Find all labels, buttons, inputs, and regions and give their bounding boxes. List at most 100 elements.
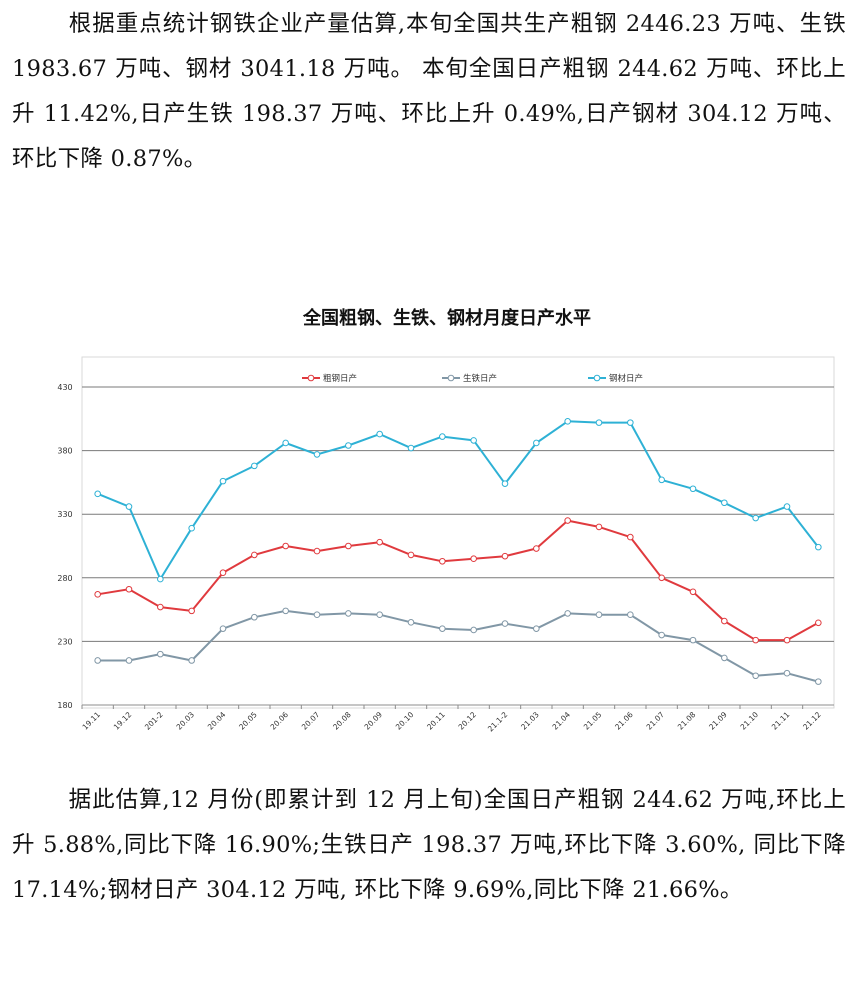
data-point xyxy=(188,657,195,664)
data-point xyxy=(94,490,101,498)
series-2 xyxy=(94,418,822,583)
paragraph-bottom: 据此估算,12 月份(即累计到 12 月上旬)全国日产粗钢 244.62 万吨,… xyxy=(12,778,846,913)
data-point xyxy=(815,678,822,685)
x-tick-label: 20.08 xyxy=(331,710,353,732)
data-point xyxy=(783,503,791,510)
legend-label: 生铁日产 xyxy=(463,373,497,384)
paragraph-top-text: 根据重点统计钢铁企业产量估算,本旬全国共生产粗钢 2446.23 万吨、生铁 1… xyxy=(12,11,846,172)
data-point xyxy=(533,439,540,447)
x-tick-label: 20.03 xyxy=(175,710,197,732)
legend-marker xyxy=(447,374,455,382)
x-tick-label: 21.04 xyxy=(551,710,573,732)
data-point xyxy=(345,442,352,449)
data-point xyxy=(376,430,383,438)
x-tick-label: 20.11 xyxy=(425,710,447,732)
data-point xyxy=(157,650,164,658)
data-point xyxy=(345,542,352,550)
data-point xyxy=(188,607,195,615)
data-point xyxy=(470,437,477,444)
data-point xyxy=(627,611,634,618)
y-tick-label: 430 xyxy=(57,383,72,392)
paragraph-bottom-text: 据此估算,12 月份(即累计到 12 月上旬)全国日产粗钢 244.62 万吨,… xyxy=(12,787,846,903)
data-point xyxy=(564,418,571,425)
x-tick-label: 21.09 xyxy=(707,710,729,732)
data-point xyxy=(125,657,133,664)
data-point xyxy=(439,625,446,632)
data-point xyxy=(251,462,258,470)
x-tick-label: 20.10 xyxy=(394,710,416,732)
data-point xyxy=(564,517,571,524)
x-tick-label: 20.06 xyxy=(269,710,291,732)
y-tick-label: 180 xyxy=(57,701,72,710)
data-point xyxy=(407,619,415,626)
x-tick-label: 21.07 xyxy=(645,710,667,732)
x-tick-label: 21.03 xyxy=(519,710,541,732)
x-tick-label: 19.12 xyxy=(112,710,134,732)
y-tick-label: 330 xyxy=(57,510,72,519)
data-point xyxy=(470,626,477,634)
data-point xyxy=(219,477,227,485)
data-point xyxy=(721,499,728,507)
x-tick-label: 21.1-2 xyxy=(486,710,510,734)
data-point xyxy=(783,669,791,677)
data-point xyxy=(501,552,509,560)
legend-label: 钢材日产 xyxy=(609,373,643,384)
legend: 粗钢日产 生铁日产 钢材日产 xyxy=(302,373,643,384)
data-point xyxy=(658,574,665,582)
data-point xyxy=(595,523,603,531)
x-tick-label: 20.05 xyxy=(237,710,259,732)
series-group xyxy=(94,418,822,685)
data-point xyxy=(501,480,509,487)
data-point xyxy=(407,551,415,559)
x-axis-ticks: 19.11 19.12 201-2 20.03 20.04 20.05 20.06 20.07… xyxy=(81,705,823,734)
chart-title: 全国粗钢、生铁、钢材月度日产水平 xyxy=(303,308,591,329)
data-point xyxy=(658,631,665,639)
x-tick-label: 20.04 xyxy=(206,710,228,732)
x-tick-label: 21.10 xyxy=(739,710,761,732)
data-point xyxy=(595,611,603,618)
data-point xyxy=(188,524,195,532)
data-point xyxy=(752,636,759,644)
data-point xyxy=(439,433,446,440)
data-point xyxy=(251,551,258,559)
x-tick-label: 20.12 xyxy=(457,710,479,732)
data-point xyxy=(376,611,383,618)
data-point xyxy=(157,603,164,611)
data-point xyxy=(752,672,759,680)
data-point xyxy=(783,636,791,644)
data-point xyxy=(125,585,133,593)
y-tick-label: 280 xyxy=(57,574,72,583)
data-point xyxy=(313,611,321,618)
data-point xyxy=(470,555,477,563)
series-line xyxy=(97,609,819,683)
data-point xyxy=(721,654,728,662)
x-tick-label: 201-2 xyxy=(143,710,165,732)
data-point xyxy=(313,547,321,555)
series-line xyxy=(97,420,820,581)
data-point xyxy=(439,557,446,565)
data-point xyxy=(282,607,289,615)
data-point xyxy=(815,619,822,627)
data-point xyxy=(501,620,509,627)
x-tick-label: 21.12 xyxy=(801,710,823,732)
data-point xyxy=(815,543,822,551)
data-point xyxy=(689,485,697,493)
x-tick-label: 21.11 xyxy=(770,710,792,732)
data-point xyxy=(721,617,728,625)
legend-label: 粗钢日产 xyxy=(323,373,357,384)
data-point xyxy=(125,503,133,510)
data-point xyxy=(219,569,227,577)
chart: 全国粗钢、生铁、钢材月度日产水平 180 230 280 330 380 430 19.1… xyxy=(40,290,854,750)
y-tick-label: 230 xyxy=(57,637,72,646)
x-tick-label: 19.11 xyxy=(81,710,103,732)
data-point xyxy=(282,542,289,550)
data-point xyxy=(752,514,759,522)
data-point xyxy=(689,636,697,644)
x-tick-label: 21.06 xyxy=(613,710,635,732)
data-point xyxy=(407,444,415,452)
x-tick-label: 20.07 xyxy=(300,710,322,732)
y-axis-ticks: 180 230 280 330 380 430 xyxy=(57,383,72,710)
data-point xyxy=(157,575,164,583)
data-point xyxy=(658,476,665,484)
data-point xyxy=(345,610,352,617)
